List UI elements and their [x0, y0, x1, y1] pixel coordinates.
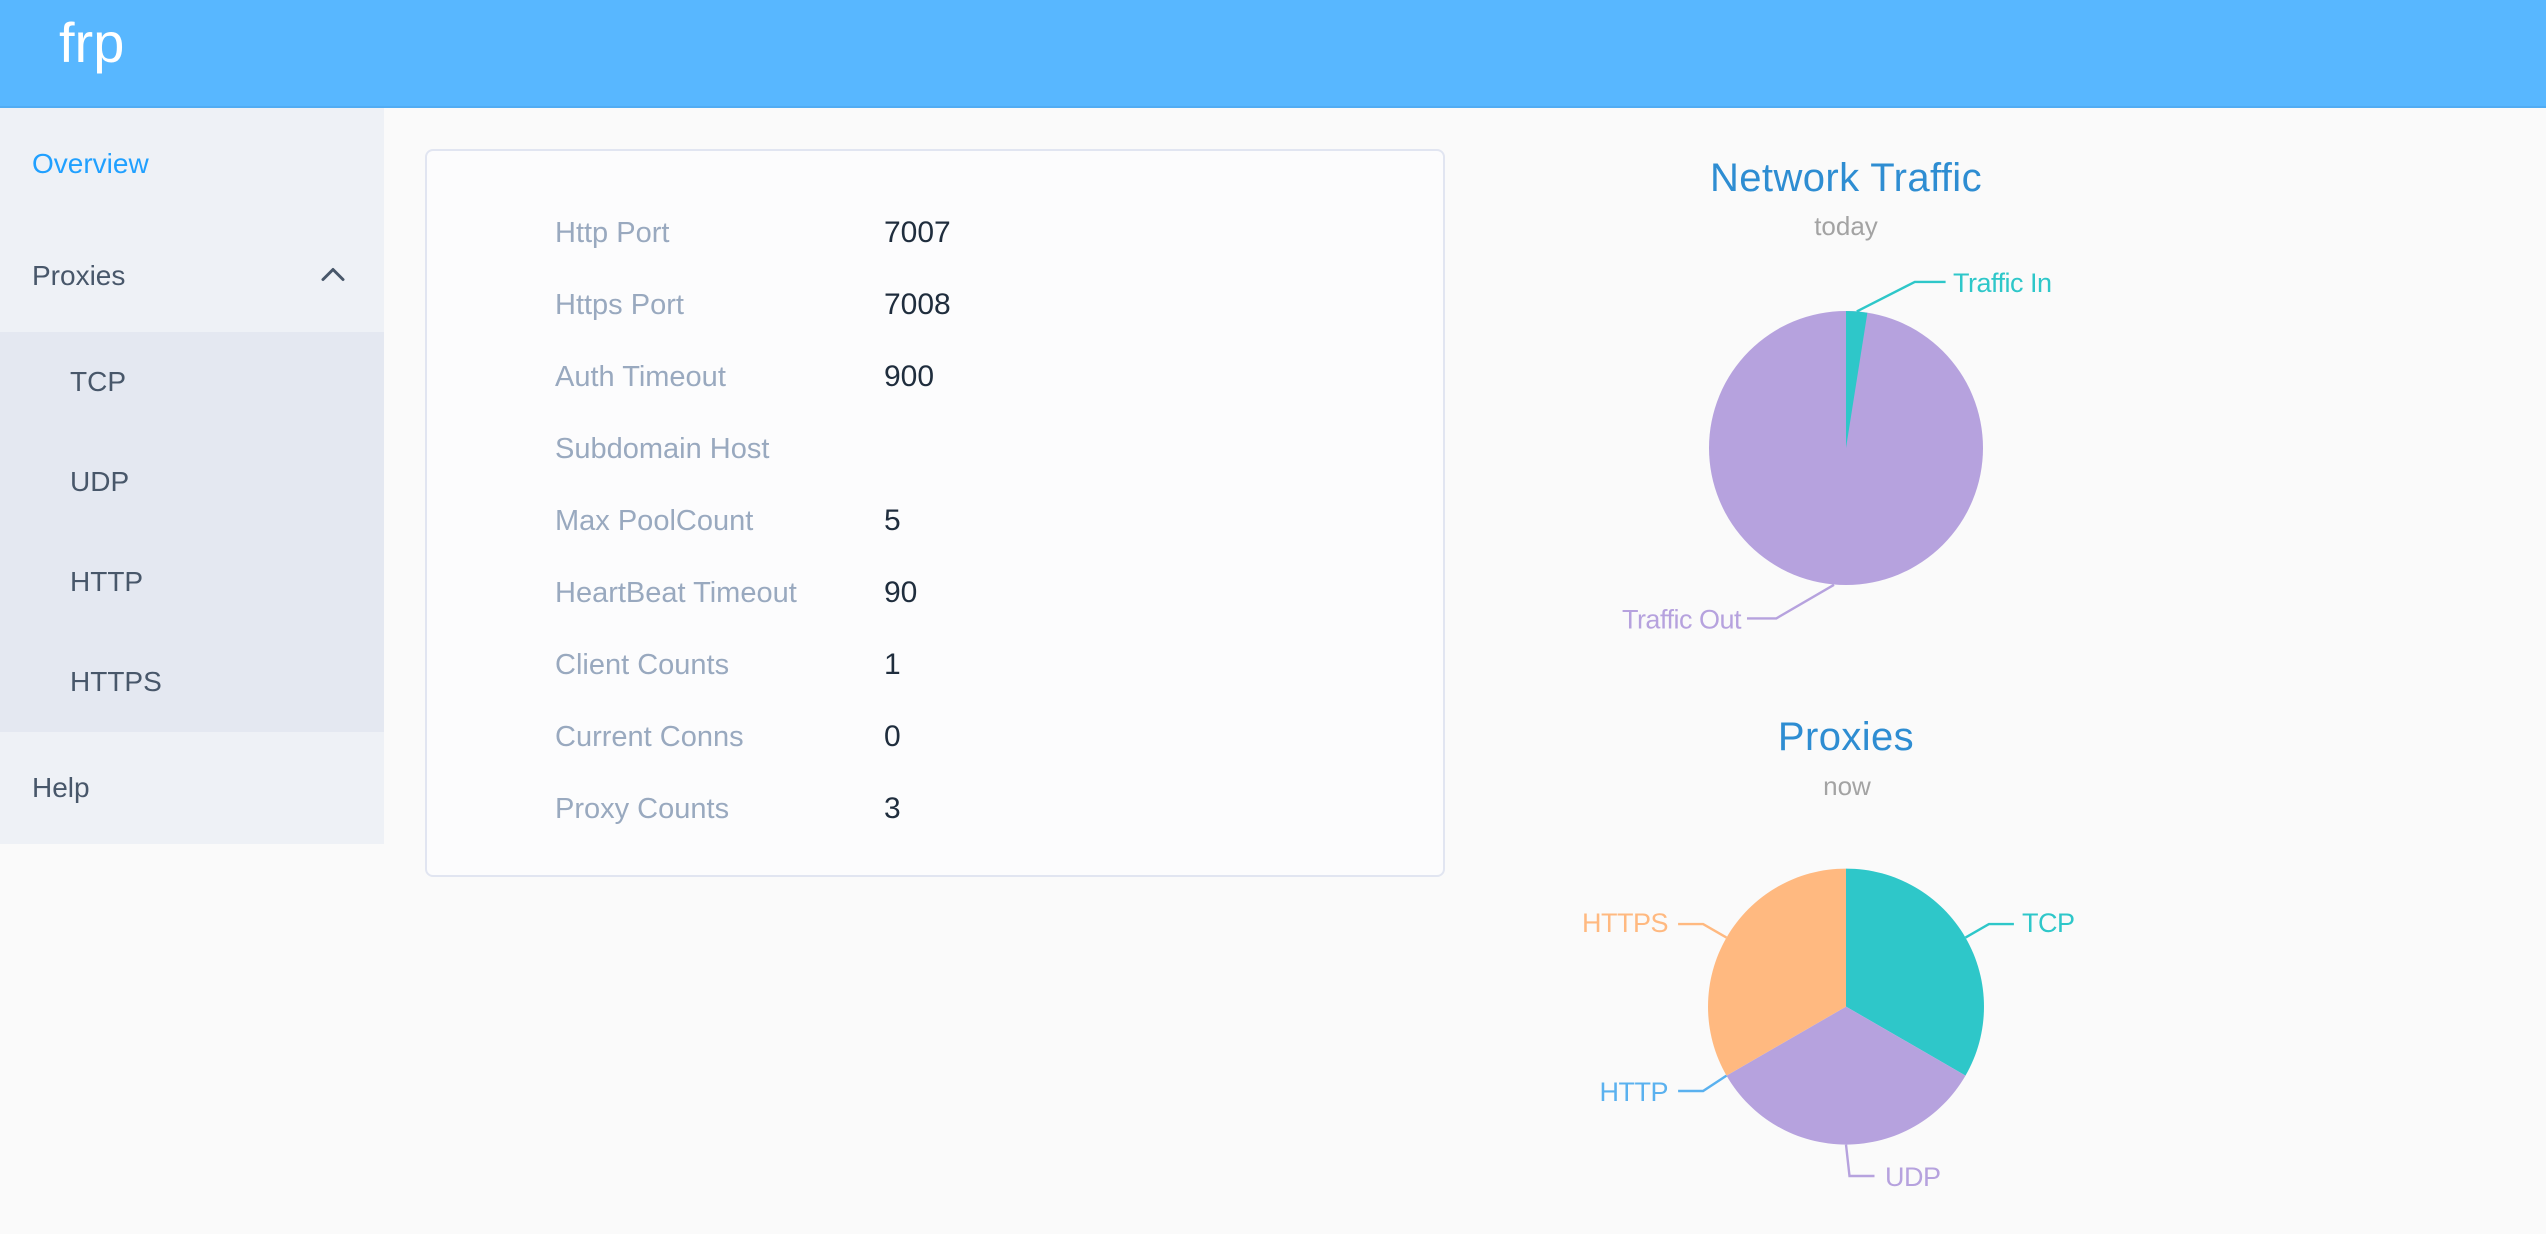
svg-text:Traffic Out: Traffic Out — [1622, 604, 1742, 634]
svg-text:now: now — [1823, 771, 1871, 801]
svg-text:today: today — [1814, 211, 1878, 241]
svg-text:TCP: TCP — [2022, 908, 2075, 938]
svg-text:HTTPS: HTTPS — [1582, 908, 1668, 938]
svg-text:Proxies: Proxies — [1778, 715, 1914, 759]
svg-text:HTTP: HTTP — [1600, 1077, 1669, 1107]
svg-text:UDP: UDP — [1885, 1162, 1941, 1192]
svg-text:Traffic In: Traffic In — [1953, 268, 2052, 298]
svg-text:Network Traffic: Network Traffic — [1710, 156, 1982, 200]
